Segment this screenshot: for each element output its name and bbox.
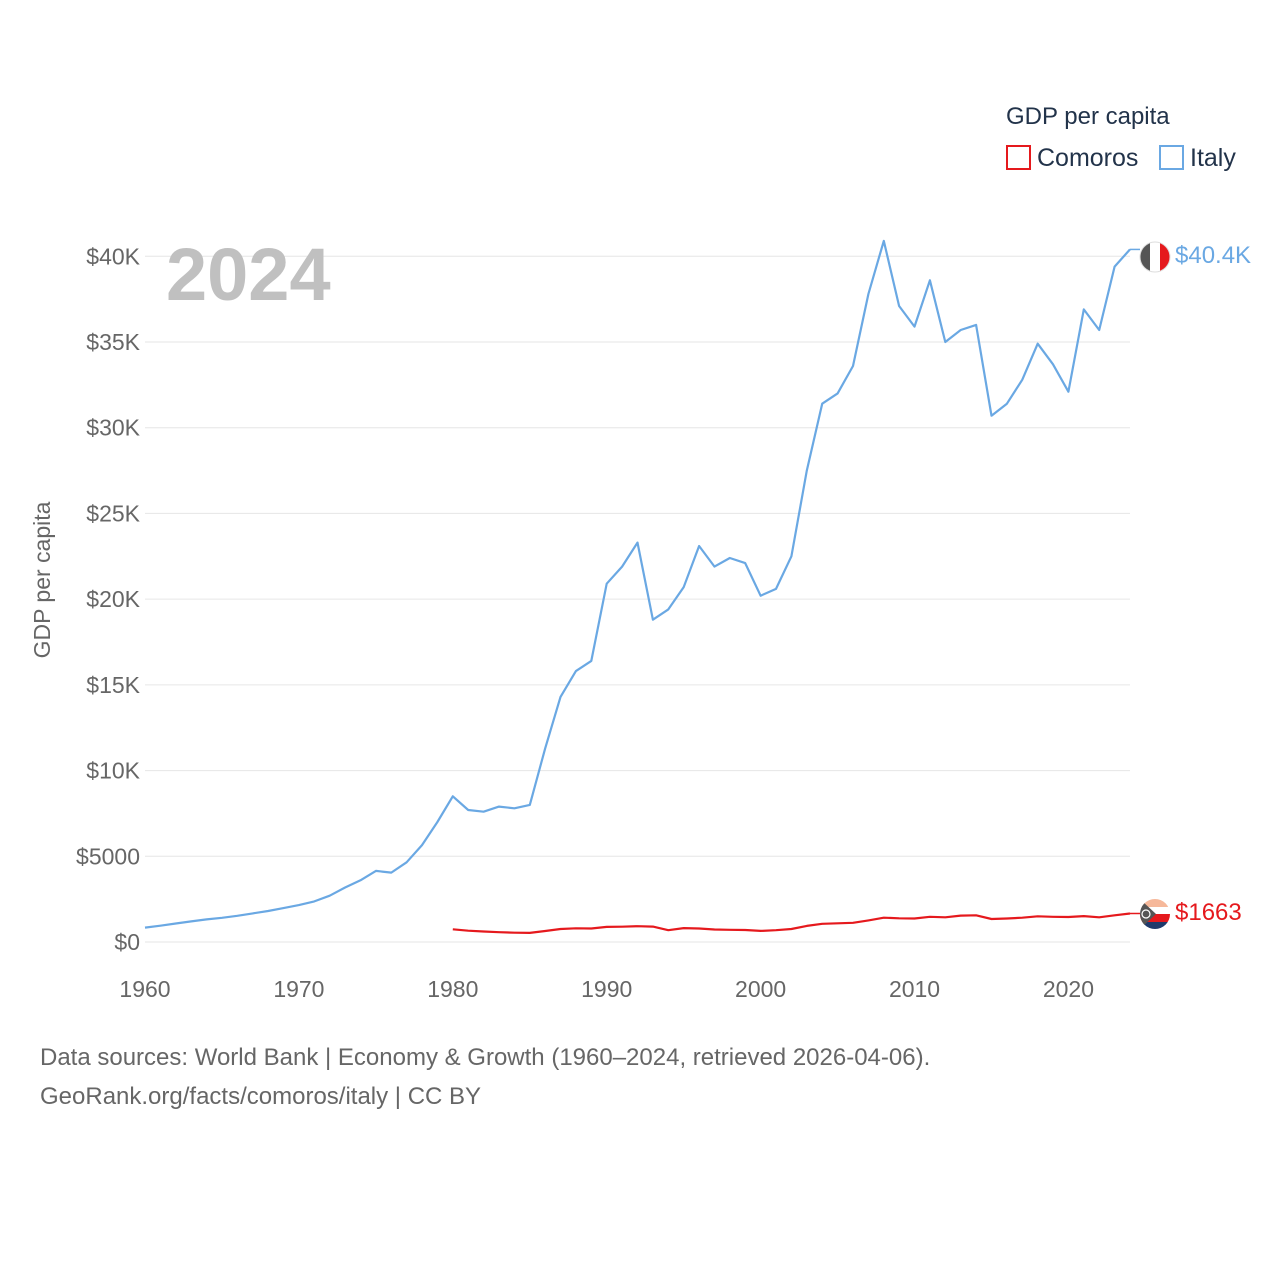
legend-label-comoros: Comoros (1037, 144, 1138, 172)
x-axis: 1960 1970 1980 1990 2000 2010 2020 (119, 976, 1094, 1002)
comoros-end-label: $1663 (1175, 899, 1242, 926)
x-tick-label: 1960 (119, 976, 170, 1002)
data-sources-note: Data sources: World Bank | Economy & Gro… (40, 1044, 931, 1071)
year-label: 2024 (166, 233, 331, 316)
legend-swatch-italy (1159, 145, 1184, 170)
x-tick-label: 1990 (581, 976, 632, 1002)
source-link[interactable]: GeoRank.org/facts/comoros/italy | CC BY (40, 1083, 482, 1110)
y-axis: $0 $5000 $10K $15K $20K $25K $30K $35K $40K (76, 243, 141, 955)
series-line-italy (144, 239, 1131, 929)
x-tick-label: 2010 (889, 976, 940, 1002)
y-tick-label: $30K (86, 415, 140, 441)
gdp-line-chart: $0 $5000 $10K $15K $20K $25K $30K $35K $40K 1960… (29, 103, 1251, 1002)
y-tick-label: $25K (86, 500, 140, 526)
grid-lines (145, 255, 1130, 943)
x-tick-label: 1970 (273, 976, 324, 1002)
series-lines (144, 239, 1140, 935)
y-tick-label: $20K (86, 586, 140, 612)
x-tick-label: 2000 (735, 976, 786, 1002)
y-axis-title: GDP per capita (29, 501, 55, 658)
legend-label-italy: Italy (1190, 144, 1236, 172)
y-tick-label: $10K (86, 758, 140, 784)
legend-swatch-comoros (1006, 145, 1031, 170)
y-tick-label: $40K (86, 243, 140, 269)
italy-flag-icon (1140, 242, 1170, 272)
y-tick-label: $5000 (76, 843, 140, 869)
y-tick-label: $0 (114, 929, 140, 955)
series-line-comoros (452, 912, 1131, 935)
italy-end-label: $40.4K (1175, 242, 1251, 269)
legend: GDP per capita Comoros Italy (1006, 103, 1236, 172)
x-tick-label: 2020 (1043, 976, 1094, 1002)
legend-title: GDP per capita (1006, 103, 1170, 130)
y-tick-label: $35K (86, 329, 140, 355)
italy-flag-ring (1139, 241, 1171, 273)
comoros-flag-icon (1140, 899, 1170, 929)
x-tick-label: 1980 (427, 976, 478, 1002)
y-tick-label: $15K (86, 672, 140, 698)
